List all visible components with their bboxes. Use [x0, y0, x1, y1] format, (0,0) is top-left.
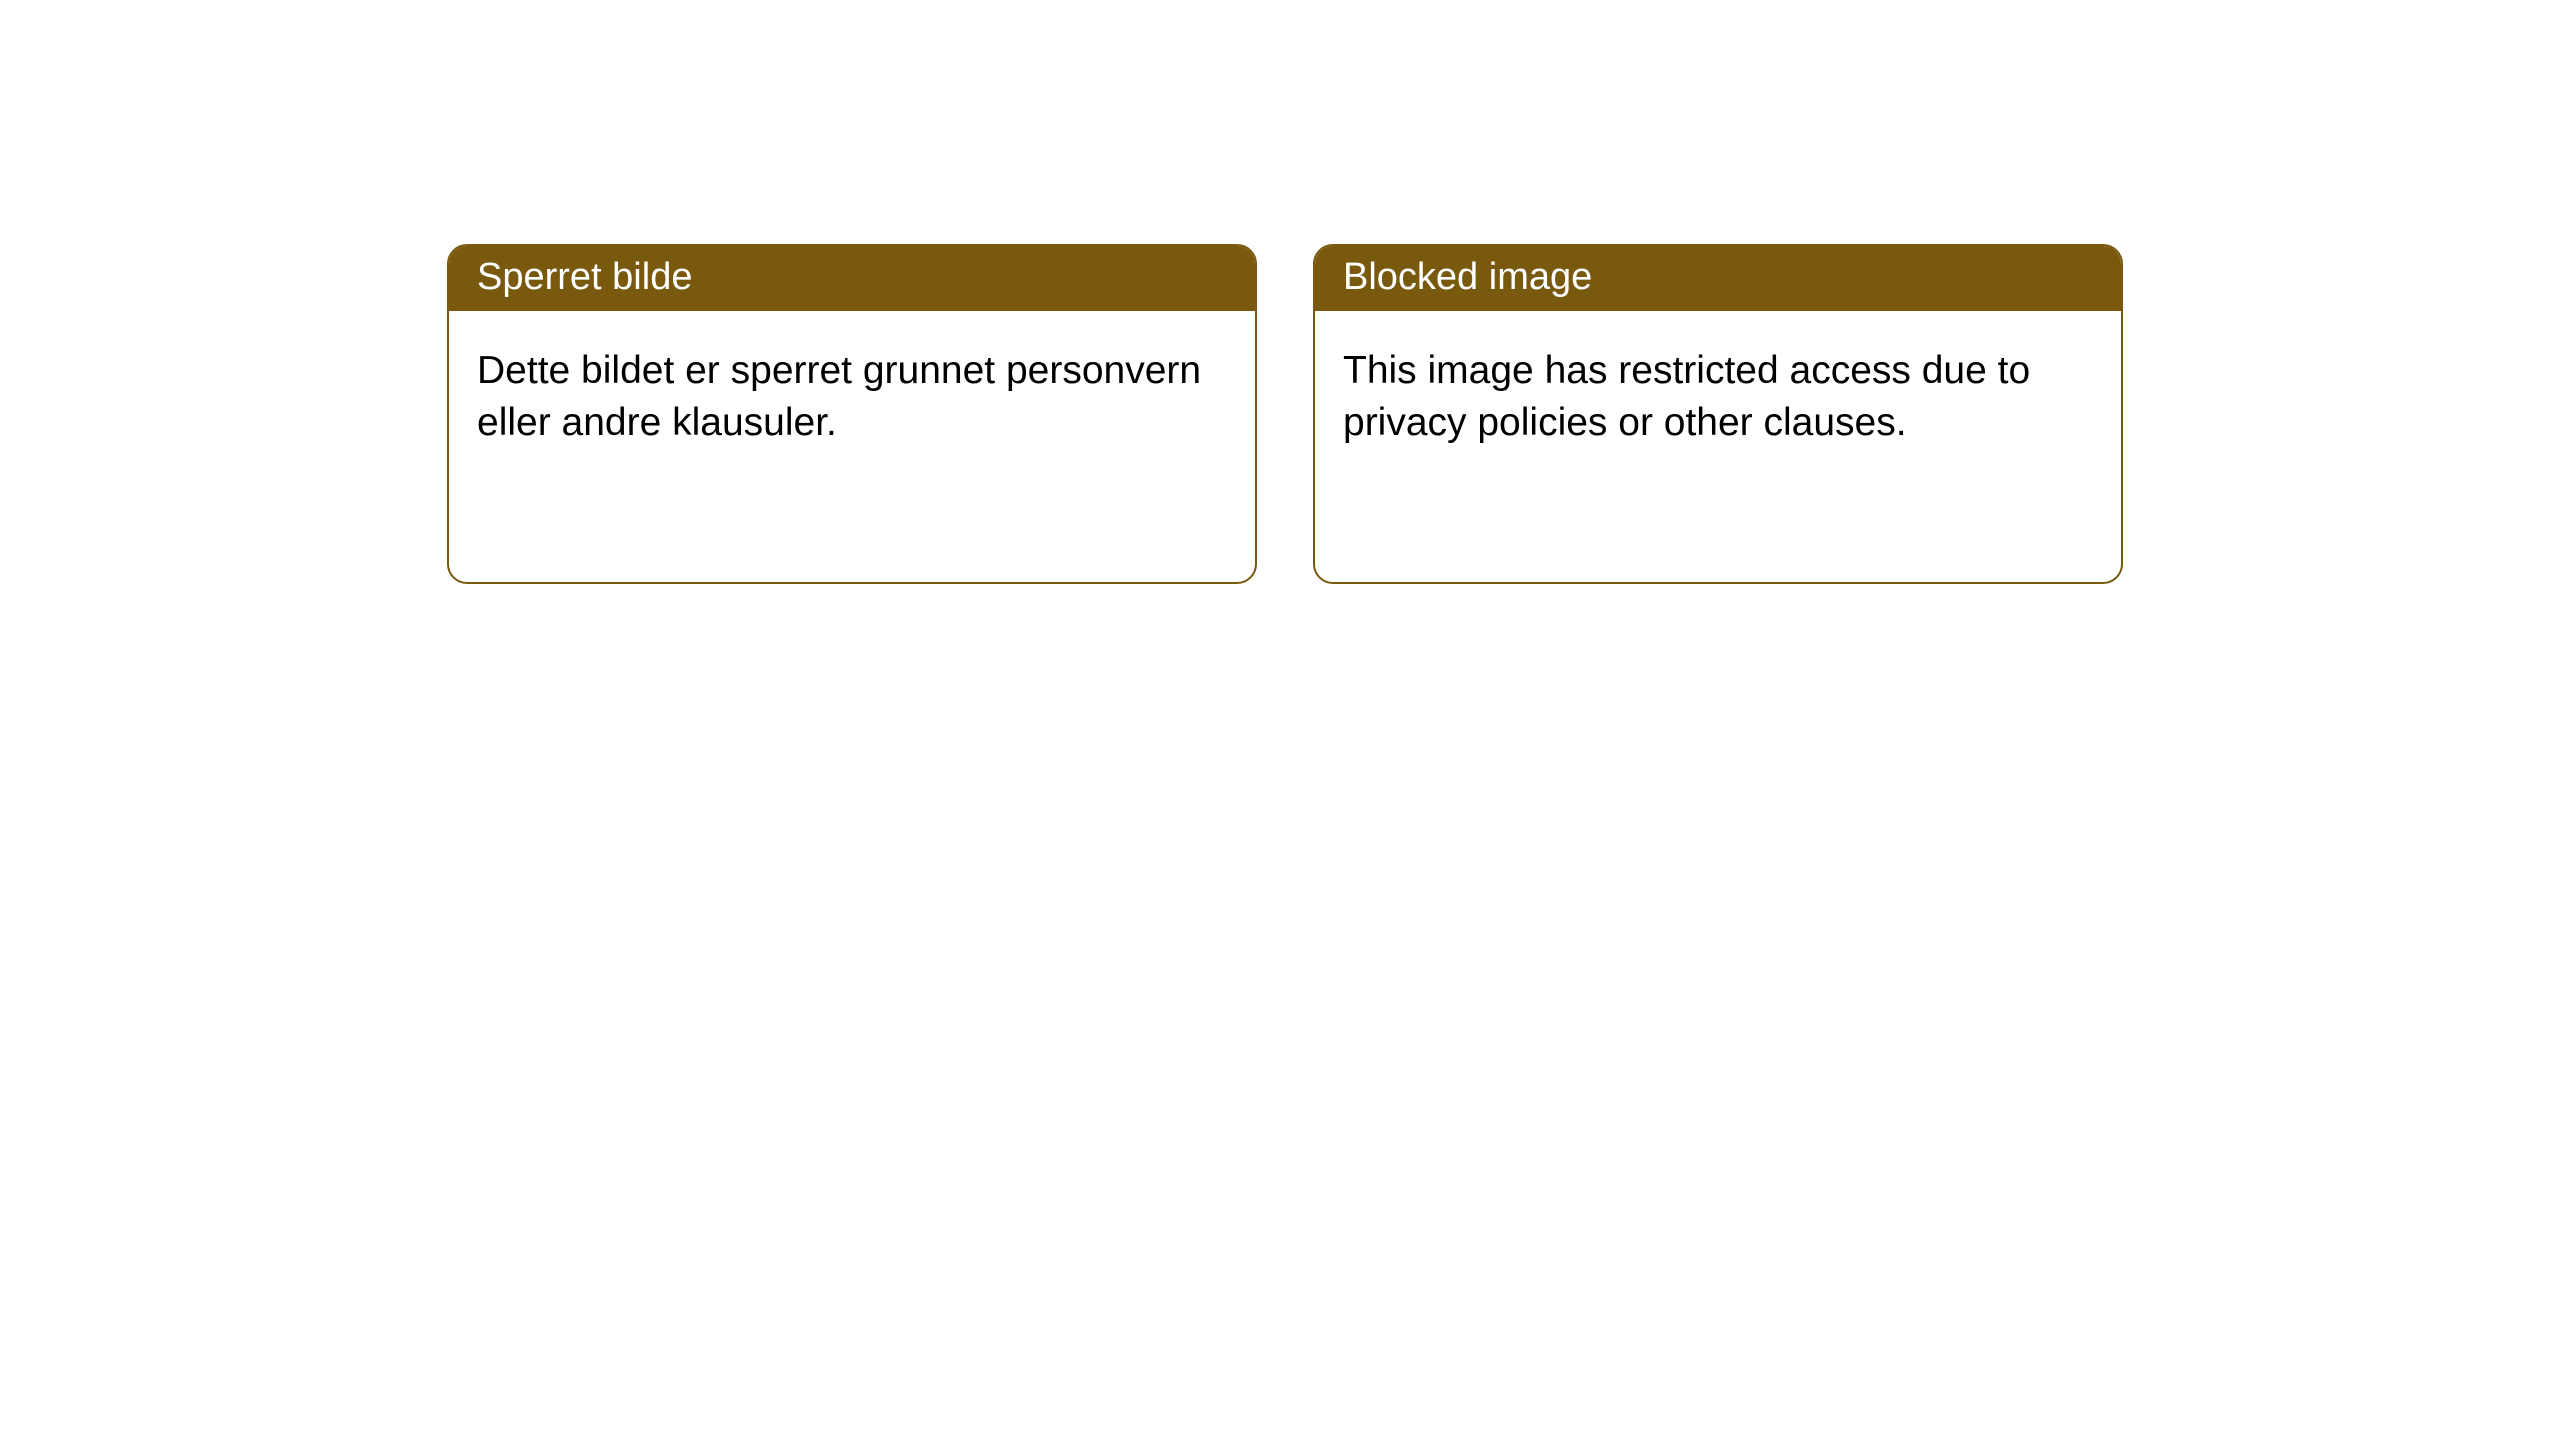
notice-card-title: Blocked image: [1315, 246, 2121, 311]
notice-cards-container: Sperret bilde Dette bildet er sperret gr…: [0, 0, 2560, 584]
notice-card-body: Dette bildet er sperret grunnet personve…: [449, 311, 1255, 484]
notice-card-norwegian: Sperret bilde Dette bildet er sperret gr…: [447, 244, 1257, 584]
notice-card-english: Blocked image This image has restricted …: [1313, 244, 2123, 584]
notice-card-title: Sperret bilde: [449, 246, 1255, 311]
notice-card-body: This image has restricted access due to …: [1315, 311, 2121, 484]
